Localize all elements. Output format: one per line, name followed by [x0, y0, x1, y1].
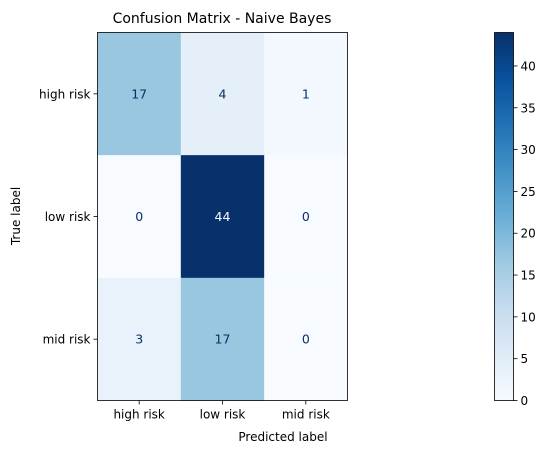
x-tick-label: mid risk	[282, 408, 330, 422]
cell-value-label: 1	[302, 86, 310, 101]
heatmap-cell-labels: 17 4 1 0 44 0 3 17 0	[131, 86, 310, 346]
cell-value-label: 3	[135, 332, 143, 347]
x-axis-label: Predicted label	[238, 430, 327, 444]
colorbar-tick-label: 40	[521, 59, 536, 73]
y-axis-ticks: high risk low risk mid risk	[39, 87, 98, 347]
x-tick-label: high risk	[113, 408, 164, 422]
colorbar-tick-label: 20	[521, 227, 536, 241]
colorbar-tick-label: 30	[521, 143, 536, 157]
y-tick-label: high risk	[39, 87, 90, 101]
heatmap-cells	[97, 32, 348, 401]
x-axis-ticks: high risk low risk mid risk	[113, 400, 330, 422]
colorbar-ticks: 0 5 10 15 20 25 30 35 40	[513, 59, 536, 408]
heatmap-cell	[180, 155, 265, 279]
chart-title: Confusion Matrix - Naive Bayes	[113, 11, 332, 27]
colorbar-tick-label: 15	[521, 269, 536, 283]
heatmap-cell	[264, 32, 348, 156]
heatmap-cell	[180, 32, 265, 156]
heatmap-cell	[97, 32, 182, 156]
heatmap-cell	[264, 155, 348, 279]
colorbar-tick-label: 0	[521, 394, 529, 408]
colorbar-tick-label: 5	[521, 352, 529, 366]
cell-value-label: 4	[219, 86, 227, 101]
x-tick-label: low risk	[200, 408, 246, 422]
heatmap-cell	[264, 277, 348, 401]
cell-value-label: 0	[302, 332, 310, 347]
colorbar-tick-label: 25	[521, 185, 536, 199]
cell-value-label: 0	[135, 209, 143, 224]
heatmap-cell	[180, 277, 265, 401]
heatmap-cell	[97, 277, 182, 401]
colorbar: 0 5 10 15 20 25 30 35 40	[494, 32, 536, 408]
heatmap-cell	[97, 155, 182, 279]
y-axis-label: True label	[9, 187, 23, 246]
colorbar-tick-label: 35	[521, 101, 536, 115]
colorbar-gradient	[494, 32, 514, 401]
cell-value-label: 17	[131, 86, 147, 101]
cell-value-label: 0	[302, 209, 310, 224]
y-tick-label: mid risk	[43, 333, 91, 347]
cell-value-label: 44	[215, 209, 231, 224]
y-tick-label: low risk	[45, 210, 91, 224]
cell-value-label: 17	[215, 332, 231, 347]
colorbar-tick-label: 10	[521, 310, 536, 324]
